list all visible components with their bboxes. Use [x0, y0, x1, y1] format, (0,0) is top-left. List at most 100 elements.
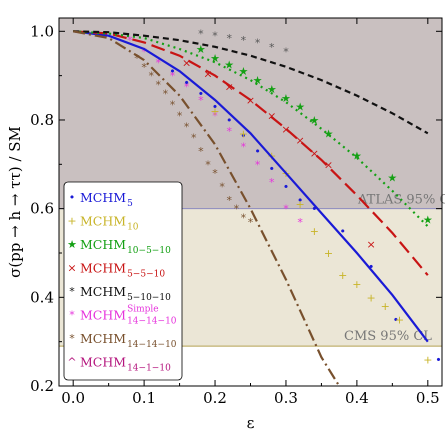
scatter-point-blue: •	[226, 114, 233, 127]
legend-label-sub: 14−14−10	[127, 340, 177, 350]
scatter-point-blue: •	[311, 203, 318, 216]
scatter-point-green: ★	[324, 127, 334, 140]
scatter-point-blue: •	[183, 76, 190, 89]
legend-marker: ★	[67, 238, 77, 251]
scatter-point-yellow: +	[324, 247, 333, 260]
x-axis-label: ε	[247, 414, 255, 432]
scatter-point-yellow: +	[239, 127, 248, 140]
x-tick-label: 0.0	[61, 389, 85, 407]
scatter-point-red: ×	[310, 147, 319, 160]
scatter-point-black: *	[255, 36, 261, 49]
legend-marker: •	[69, 191, 76, 204]
scatter-point-blue: •	[198, 87, 205, 100]
scatter-point-brown: *	[241, 212, 247, 225]
scatter-point-brown: *	[163, 87, 169, 100]
legend-label: MCHM	[80, 308, 126, 323]
legend-label-sub: 10−5−10	[127, 246, 171, 256]
scatter-point-blue: •	[254, 145, 261, 158]
scatter-point-yellow: +	[338, 269, 347, 282]
scatter-point-magenta: *	[226, 125, 232, 138]
legend-label: MCHM	[80, 214, 126, 229]
legend-label-sup: Simple	[127, 305, 159, 315]
y-axis-label: σ(pp → h → ττ) / SM	[6, 126, 24, 278]
scatter-point-green: ★	[196, 43, 206, 56]
scatter-point-magenta: *	[156, 56, 162, 69]
scatter-point-brown: *	[234, 203, 240, 216]
x-tick-label: 0.5	[416, 389, 440, 407]
scatter-point-green: ★	[309, 114, 319, 127]
scatter-point-red: ×	[324, 158, 333, 171]
scatter-point-yellow: +	[210, 105, 219, 118]
scatter-point-black: *	[241, 34, 247, 47]
scatter-point-brown: *	[226, 194, 232, 207]
scatter-point-black: *	[269, 41, 275, 54]
scatter-point-green: ★	[210, 52, 220, 65]
scatter-point-blue: •	[339, 225, 346, 238]
scatter-point-brown: *	[156, 79, 162, 92]
scatter-point-blue: •	[435, 353, 442, 366]
scatter-point-green: ★	[281, 92, 291, 105]
x-tick-label: 0.3	[274, 389, 298, 407]
scatter-point-blue: •	[169, 65, 176, 78]
curve-mchm5	[73, 30, 429, 343]
scatter-point-red: ×	[203, 67, 212, 80]
legend-label: MCHM	[80, 331, 126, 346]
scatter-point-magenta: *	[127, 34, 133, 47]
scatter-point-green: ★	[423, 214, 433, 227]
scatter-point-brown: *	[212, 167, 218, 180]
legend-label-sub: 5−5−10	[127, 270, 165, 280]
scatter-point-magenta: *	[141, 45, 147, 58]
scatter-point-magenta: *	[283, 203, 289, 216]
scatter-point-blue: •	[212, 101, 219, 114]
scatter-point-green: ★	[352, 149, 362, 162]
scatter-point-brown: *	[148, 70, 154, 83]
legend-label: MCHM	[80, 190, 126, 205]
scatter-point-red: ×	[225, 81, 234, 94]
scatter-point-yellow: +	[366, 291, 375, 304]
scatter-point-yellow: +	[423, 353, 432, 366]
scatter-point-yellow: +	[381, 300, 390, 313]
x-tick-label: 0.4	[345, 389, 369, 407]
scatter-point-blue: •	[297, 194, 304, 207]
scatter-point-magenta: *	[212, 110, 218, 123]
x-tick-label: 0.2	[203, 389, 227, 407]
legend-marker: *	[69, 332, 75, 345]
scatter-point-black: *	[198, 28, 204, 41]
scatter-point-brown: *	[248, 216, 254, 229]
scatter-point-yellow: +	[296, 198, 305, 211]
scatter-point-brown: *	[191, 132, 197, 145]
scatter-point-magenta: *	[198, 94, 204, 107]
scatter-point-magenta: *	[184, 81, 190, 94]
y-tick-label: 0.8	[30, 111, 54, 129]
legend-label: MCHM	[80, 237, 126, 252]
curve-mchm5-5-10	[73, 30, 429, 276]
scatter-point-black: *	[226, 32, 232, 45]
scatter-point-blue: •	[269, 163, 276, 176]
scatter-point-brown: *	[141, 61, 147, 74]
scatter-point-yellow: +	[310, 225, 319, 238]
legend-marker: +	[67, 215, 76, 228]
scatter-point-red: ×	[296, 134, 305, 147]
atlas-band	[59, 18, 442, 209]
scatter-point-black: *	[212, 30, 218, 43]
scatter-point-blue: •	[393, 313, 400, 326]
y-tick-label: 0.4	[30, 288, 54, 306]
y-tick-label: 0.2	[30, 377, 54, 395]
legend-marker: *	[69, 309, 75, 322]
scatter-point-brown: *	[170, 98, 176, 111]
scatter-point-brown: *	[219, 180, 225, 193]
scatter-point-red: ×	[182, 56, 191, 69]
scatter-point-green: ★	[295, 101, 305, 114]
scatter-point-magenta: *	[170, 70, 176, 83]
scatter-point-blue: •	[368, 260, 375, 273]
scatter-point-blue: •	[283, 180, 290, 193]
scatter-point-magenta: *	[297, 216, 303, 229]
legend-marker: ×	[67, 262, 76, 275]
curve-mchm14-14-10	[72, 30, 341, 386]
cms-label: CMS 95% CL	[344, 329, 432, 344]
scatter-point-black: *	[283, 45, 289, 58]
legend-marker: *	[69, 285, 75, 298]
legend-label-sub: 14−1−10	[127, 364, 171, 374]
legend-label: MCHM	[80, 355, 126, 370]
